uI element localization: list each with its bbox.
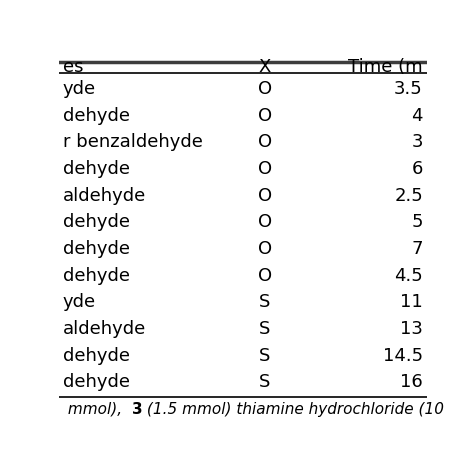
- Text: 14.5: 14.5: [383, 346, 423, 365]
- Text: (1.5 mmol) thiamine hydrochloride (10: (1.5 mmol) thiamine hydrochloride (10: [142, 402, 445, 417]
- Text: 5: 5: [411, 213, 423, 231]
- Text: S: S: [259, 346, 271, 365]
- Text: 7: 7: [411, 240, 423, 258]
- Text: Time (m: Time (m: [348, 58, 423, 76]
- Text: O: O: [258, 134, 272, 152]
- Text: dehyde: dehyde: [63, 160, 130, 178]
- Text: S: S: [259, 293, 271, 311]
- Text: es: es: [63, 58, 83, 76]
- Text: O: O: [258, 80, 272, 98]
- Text: dehyde: dehyde: [63, 346, 130, 365]
- Text: dehyde: dehyde: [63, 267, 130, 285]
- Text: 11: 11: [400, 293, 423, 311]
- Text: 3.5: 3.5: [394, 80, 423, 98]
- Text: S: S: [259, 320, 271, 338]
- Text: aldehyde: aldehyde: [63, 320, 146, 338]
- Text: aldehyde: aldehyde: [63, 187, 146, 205]
- Text: O: O: [258, 267, 272, 285]
- Text: S: S: [259, 373, 271, 391]
- Text: 16: 16: [400, 373, 423, 391]
- Text: O: O: [258, 213, 272, 231]
- Text: dehyde: dehyde: [63, 373, 130, 391]
- Text: 6: 6: [411, 160, 423, 178]
- Text: 4.5: 4.5: [394, 267, 423, 285]
- Text: yde: yde: [63, 80, 96, 98]
- Text: dehyde: dehyde: [63, 107, 130, 125]
- Text: dehyde: dehyde: [63, 213, 130, 231]
- Text: dehyde: dehyde: [63, 240, 130, 258]
- Text: 2.5: 2.5: [394, 187, 423, 205]
- Text: O: O: [258, 187, 272, 205]
- Text: 13: 13: [400, 320, 423, 338]
- Text: X: X: [259, 58, 271, 76]
- Text: 3: 3: [411, 134, 423, 152]
- Text: O: O: [258, 240, 272, 258]
- Text: O: O: [258, 160, 272, 178]
- Text: 3: 3: [132, 402, 142, 417]
- Text: r benzaldehyde: r benzaldehyde: [63, 134, 203, 152]
- Text: yde: yde: [63, 293, 96, 311]
- Text: mmol),: mmol),: [63, 402, 132, 417]
- Text: 4: 4: [411, 107, 423, 125]
- Text: O: O: [258, 107, 272, 125]
